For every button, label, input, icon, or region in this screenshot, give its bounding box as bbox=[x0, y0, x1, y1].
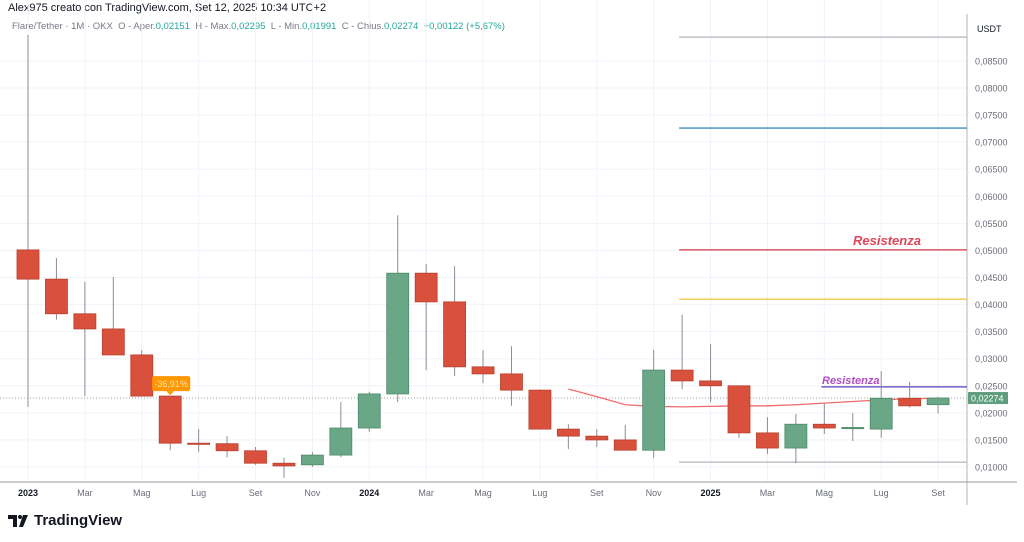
annotation-badge bbox=[152, 376, 191, 392]
candle-body bbox=[45, 278, 68, 315]
y-tick-label: 0,05000 bbox=[975, 246, 1008, 256]
tradingview-logo: TradingView bbox=[8, 512, 122, 529]
y-tick-label: 0,04000 bbox=[975, 300, 1008, 310]
y-tick-label: 0,08000 bbox=[975, 84, 1008, 94]
y-tick-label: 0,03500 bbox=[975, 327, 1008, 337]
x-tick-label: Mag bbox=[816, 488, 834, 498]
high-label: H - Max. bbox=[195, 21, 232, 32]
y-tick-label: 0,01000 bbox=[975, 463, 1008, 473]
x-tick-label: Mag bbox=[474, 488, 492, 498]
x-tick-label: Set bbox=[590, 488, 604, 498]
y-tick-label: 0,02500 bbox=[975, 381, 1008, 391]
candle-body bbox=[357, 393, 381, 429]
candle-body bbox=[158, 395, 182, 444]
candle-body bbox=[869, 397, 893, 430]
x-tick-label: 2024 bbox=[359, 488, 379, 498]
x-tick-label: Set bbox=[931, 488, 945, 498]
resistance-label: Resistenza bbox=[822, 375, 879, 387]
candle-body bbox=[812, 423, 836, 429]
high-value: 0,02295 bbox=[231, 21, 266, 32]
candle-body bbox=[670, 369, 694, 382]
candle-body bbox=[613, 439, 637, 451]
candle-body bbox=[101, 328, 125, 356]
candle-body bbox=[727, 385, 751, 434]
candle-body bbox=[471, 366, 495, 375]
annotation-label: -36,91% bbox=[154, 379, 188, 389]
x-tick-label: Nov bbox=[646, 488, 663, 498]
last-price-label: 0,02274 bbox=[971, 394, 1004, 404]
x-tick-label: Nov bbox=[304, 488, 321, 498]
open-label: O - Aper. bbox=[118, 21, 156, 32]
candle-body bbox=[130, 354, 154, 397]
y-tick-label: 0,08500 bbox=[975, 56, 1008, 66]
candle-body bbox=[841, 427, 865, 430]
y-tick-label: 0,06000 bbox=[975, 192, 1008, 202]
last-price-tag bbox=[968, 392, 1008, 405]
candle-body bbox=[784, 423, 808, 449]
resistance-label: Resistenza bbox=[853, 233, 921, 248]
candle-body bbox=[642, 369, 666, 451]
candle-body bbox=[756, 432, 779, 449]
y-tick-label: 0,03000 bbox=[975, 354, 1008, 364]
currency-label: USDT bbox=[977, 24, 1002, 34]
close-value: 0,02274 bbox=[383, 21, 419, 32]
symbol-name: Flare/Tether · 1M · OKX bbox=[12, 21, 113, 32]
candle-body bbox=[187, 442, 211, 445]
change-value: +0,00122 (+5,67%) bbox=[423, 21, 505, 32]
credit-line: Alex975 creato con TradingView.com, Set … bbox=[8, 2, 327, 14]
y-tick-label: 0,04500 bbox=[975, 273, 1008, 283]
x-tick-label: Mar bbox=[77, 488, 93, 498]
candle-body bbox=[585, 435, 609, 441]
candle-body bbox=[926, 397, 950, 406]
candlestick-chart[interactable]: 0,01000 0,01500 0,02000 0,02500 0,03000 0,035… bbox=[0, 0, 1024, 505]
close-label: C - Chius. bbox=[341, 21, 384, 32]
open-value: 0,02151 bbox=[155, 21, 190, 32]
tradingview-logo-icon bbox=[8, 514, 28, 527]
x-tick-label: Lug bbox=[532, 488, 547, 498]
candle-body bbox=[528, 389, 552, 430]
x-tick-label: 2023 bbox=[18, 488, 38, 498]
x-tick-label: Mag bbox=[133, 488, 151, 498]
candle-body bbox=[556, 428, 580, 437]
logo-text: TradingView bbox=[34, 512, 123, 529]
annotation-pointer bbox=[166, 391, 175, 396]
candle-body bbox=[699, 380, 722, 387]
low-label: L - Min. bbox=[270, 21, 303, 32]
symbol-legend: Flare/Tether · 1M · OKX O - Aper.0,02151… bbox=[12, 21, 505, 32]
x-tick-label: 2025 bbox=[701, 488, 721, 498]
candle-body bbox=[386, 272, 410, 395]
x-tick-label: Mar bbox=[760, 488, 776, 498]
candle-body bbox=[16, 249, 40, 280]
low-value: 0,01991 bbox=[302, 21, 337, 32]
y-tick-label: 0,01500 bbox=[975, 435, 1008, 445]
x-tick-label: Lug bbox=[874, 488, 889, 498]
y-tick-label: 0,07500 bbox=[975, 111, 1008, 121]
candle-body bbox=[300, 454, 324, 466]
y-tick-label: 0,07000 bbox=[975, 138, 1008, 148]
y-tick-label: 0,02000 bbox=[975, 408, 1008, 418]
candle-body bbox=[898, 397, 922, 407]
candle-body bbox=[73, 313, 97, 330]
x-tick-label: Set bbox=[249, 488, 263, 498]
candle-body bbox=[329, 427, 353, 456]
candle-body bbox=[244, 450, 267, 464]
candle-body bbox=[272, 462, 296, 467]
candle-body bbox=[215, 443, 239, 452]
x-tick-label: Mar bbox=[418, 488, 434, 498]
candle-body bbox=[414, 272, 438, 303]
y-tick-label: 0,05500 bbox=[975, 219, 1008, 229]
x-tick-label: Lug bbox=[191, 488, 206, 498]
y-tick-label: 0,06500 bbox=[975, 165, 1008, 175]
candle-body bbox=[443, 301, 467, 368]
candle-body bbox=[500, 373, 523, 391]
